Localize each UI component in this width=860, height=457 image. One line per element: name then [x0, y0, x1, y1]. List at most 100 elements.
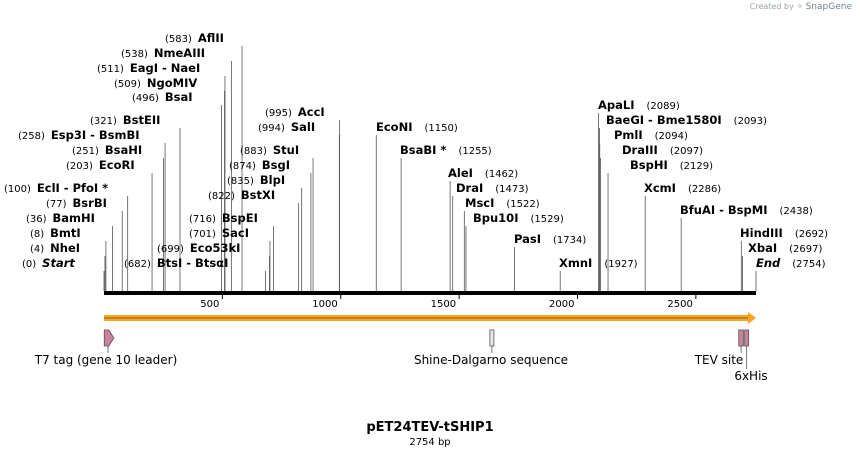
site-bsai-label[interactable]: (496) BsaI [132, 90, 193, 104]
site-btsi-bts-i-label[interactable]: (682) BtsI - BtsαI [124, 256, 228, 270]
site-pmli-label[interactable]: PmlI (2094) [614, 128, 688, 142]
site-drai-position: (1473) [495, 184, 528, 195]
site-bpu10i-label[interactable]: Bpu10I (1529) [473, 211, 564, 225]
site-bsteii-label[interactable]: (321) BstEII [90, 113, 160, 127]
feature-shine-dalgarno-sequence-label: Shine-Dalgarno sequence [414, 353, 568, 367]
site-drai-name: DraI [456, 181, 483, 195]
site-esp3i-bsmbi-label[interactable]: (258) Esp3I - BsmBI [18, 128, 140, 142]
feature-6xhis-label: 6xHis [734, 369, 767, 383]
site-bpu10i-name: Bpu10I [473, 211, 518, 225]
axis-tick-label: 2000 [549, 299, 574, 310]
feature-t7-tag-gene-10-leader-label: T7 tag (gene 10 leader) [34, 353, 178, 367]
site-draiii-label[interactable]: DraIII (2097) [622, 143, 703, 157]
site-labels: (0) Start(4) NheI (8) BmtI(36) BamHI(77) BsrBI… [4, 31, 828, 270]
site-hindiii-label[interactable]: HindIII (2692) [740, 226, 828, 240]
site-ecli-pfoi-position: (100) [4, 184, 31, 195]
site-bsgi-label[interactable]: (874) BsgI [229, 158, 290, 172]
site-bsabi-label[interactable]: BsaBI * (1255) [400, 143, 492, 157]
site-bsphi-label[interactable]: BspHI (2129) [630, 158, 713, 172]
site-draiii-name: DraIII [622, 143, 658, 157]
site-xbai-label[interactable]: XbaI (2697) [748, 241, 822, 255]
site-bsgi-name: BsgI [262, 158, 290, 172]
site-ecli-pfoi-label[interactable]: (100) EclI - PfoI * [4, 181, 108, 195]
site-bmti-position: (8) [30, 229, 44, 240]
site-xmni-name: XmnI [559, 256, 592, 270]
site-start-label[interactable]: (0) Start [22, 256, 75, 270]
site-bamhi-label[interactable]: (36) BamHI [26, 211, 95, 225]
site-ngomiv-position: (509) [114, 79, 141, 90]
feature-tev-site-label: TEV site [694, 353, 744, 367]
feature-6xhis-shape[interactable] [744, 329, 750, 347]
site-aflii-label[interactable]: (583) AflII [165, 31, 224, 45]
axis-tick-label: 2500 [667, 299, 692, 310]
backbone-line [104, 291, 756, 295]
site-nmeaiii-label[interactable]: (538) NmeAIII [121, 46, 205, 60]
watermark: Created by ✧ SnapGene [750, 2, 852, 12]
site-apali-label[interactable]: ApaLI (2089) [598, 98, 680, 112]
site-pmli-position: (2094) [655, 131, 688, 142]
feature-tev-site-shape[interactable] [738, 329, 744, 347]
site-xcmi-position: (2286) [688, 184, 721, 195]
site-nhei-position: (4) [30, 244, 44, 255]
site-baegi-bme1580i-label[interactable]: BaeGI - Bme1580I (2093) [606, 113, 767, 127]
site-bsai-position: (496) [132, 93, 159, 104]
site-xmni-label[interactable]: XmnI (1927) [559, 256, 638, 270]
site-msci-name: MscI [465, 196, 494, 210]
site-xcmi-label[interactable]: XcmI (2286) [644, 181, 721, 195]
site-acci-position: (995) [265, 108, 292, 119]
site-eco53ki-label[interactable]: (699) Eco53kI [157, 241, 240, 255]
site-saci-label[interactable]: (701) SacI [189, 226, 249, 240]
site-bmti-name: BmtI [50, 226, 81, 240]
plasmid-size: 2754 bp [409, 437, 450, 448]
site-esp3i-bsmbi-name: Esp3I - BsmBI [51, 128, 140, 142]
site-ngomiv-name: NgoMIV [147, 76, 197, 90]
site-aflii-name: AflII [198, 31, 224, 45]
site-bsabi-position: (1255) [458, 146, 491, 157]
site-bsrbi-label[interactable]: (77) BsrBI [46, 196, 107, 210]
site-xcmi-name: XcmI [644, 181, 676, 195]
site-end-label[interactable]: End (2754) [756, 256, 826, 270]
site-alei-label[interactable]: AleI (1462) [448, 166, 518, 180]
site-saci-position: (701) [189, 229, 216, 240]
site-nhei-label[interactable]: (4) NheI [30, 241, 80, 255]
orf-arrow-head [748, 312, 756, 324]
site-apali-position: (2089) [647, 101, 680, 112]
site-sali-label[interactable]: (994) SalI [258, 120, 315, 134]
site-eagi-naei-label[interactable]: (511) EagI - NaeI [97, 61, 200, 75]
site-sali-position: (994) [258, 123, 285, 134]
axis-tick-label: 1500 [431, 299, 456, 310]
site-bspei-label[interactable]: (716) BspEI [189, 211, 258, 225]
site-nmeaiii-position: (538) [121, 49, 148, 60]
site-econi-label[interactable]: EcoNI (1150) [376, 120, 458, 134]
site-bsgi-position: (874) [229, 161, 256, 172]
site-bsteii-name: BstEII [123, 113, 161, 127]
site-ecori-label[interactable]: (203) EcoRI [66, 158, 135, 172]
site-bsahi-label[interactable]: (251) BsaHI [72, 143, 142, 157]
site-hindiii-position: (2692) [795, 229, 828, 240]
site-end-position: (2754) [792, 259, 825, 270]
site-eco53ki-position: (699) [157, 244, 184, 255]
site-xbai-name: XbaI [748, 241, 777, 255]
site-drai-label[interactable]: DraI (1473) [456, 181, 529, 195]
plasmid-name: pET24TEV-tSHIP1 [366, 420, 493, 435]
site-stui-label[interactable]: (883) StuI [240, 143, 299, 157]
site-hindiii-name: HindIII [740, 226, 783, 240]
feature-t7-tag-gene-10-leader-shape[interactable] [103, 329, 115, 347]
site-bfuai-bspmi-label[interactable]: BfuAI - BspMI (2438) [680, 203, 813, 217]
feature-shine-dalgarno-sequence-shape[interactable] [489, 329, 495, 347]
site-acci-label[interactable]: (995) AccI [265, 105, 325, 119]
site-leader-lines [103, 46, 757, 291]
site-pasi-label[interactable]: PasI (1734) [514, 232, 586, 246]
site-xbai-position: (2697) [789, 244, 822, 255]
site-xmni-position: (1927) [604, 259, 637, 270]
site-bstxi-label[interactable]: (822) BstXI [208, 188, 275, 202]
site-bmti-label[interactable]: (8) BmtI [30, 226, 81, 240]
site-blpi-label[interactable]: (835) BlpI [227, 173, 285, 187]
site-pmli-name: PmlI [614, 128, 643, 142]
site-ecori-name: EcoRI [99, 158, 135, 172]
site-bsphi-position: (2129) [680, 161, 713, 172]
site-ngomiv-label[interactable]: (509) NgoMIV [114, 76, 197, 90]
site-msci-label[interactable]: MscI (1522) [465, 196, 540, 210]
site-blpi-position: (835) [227, 176, 254, 187]
site-bsrbi-name: BsrBI [73, 196, 107, 210]
